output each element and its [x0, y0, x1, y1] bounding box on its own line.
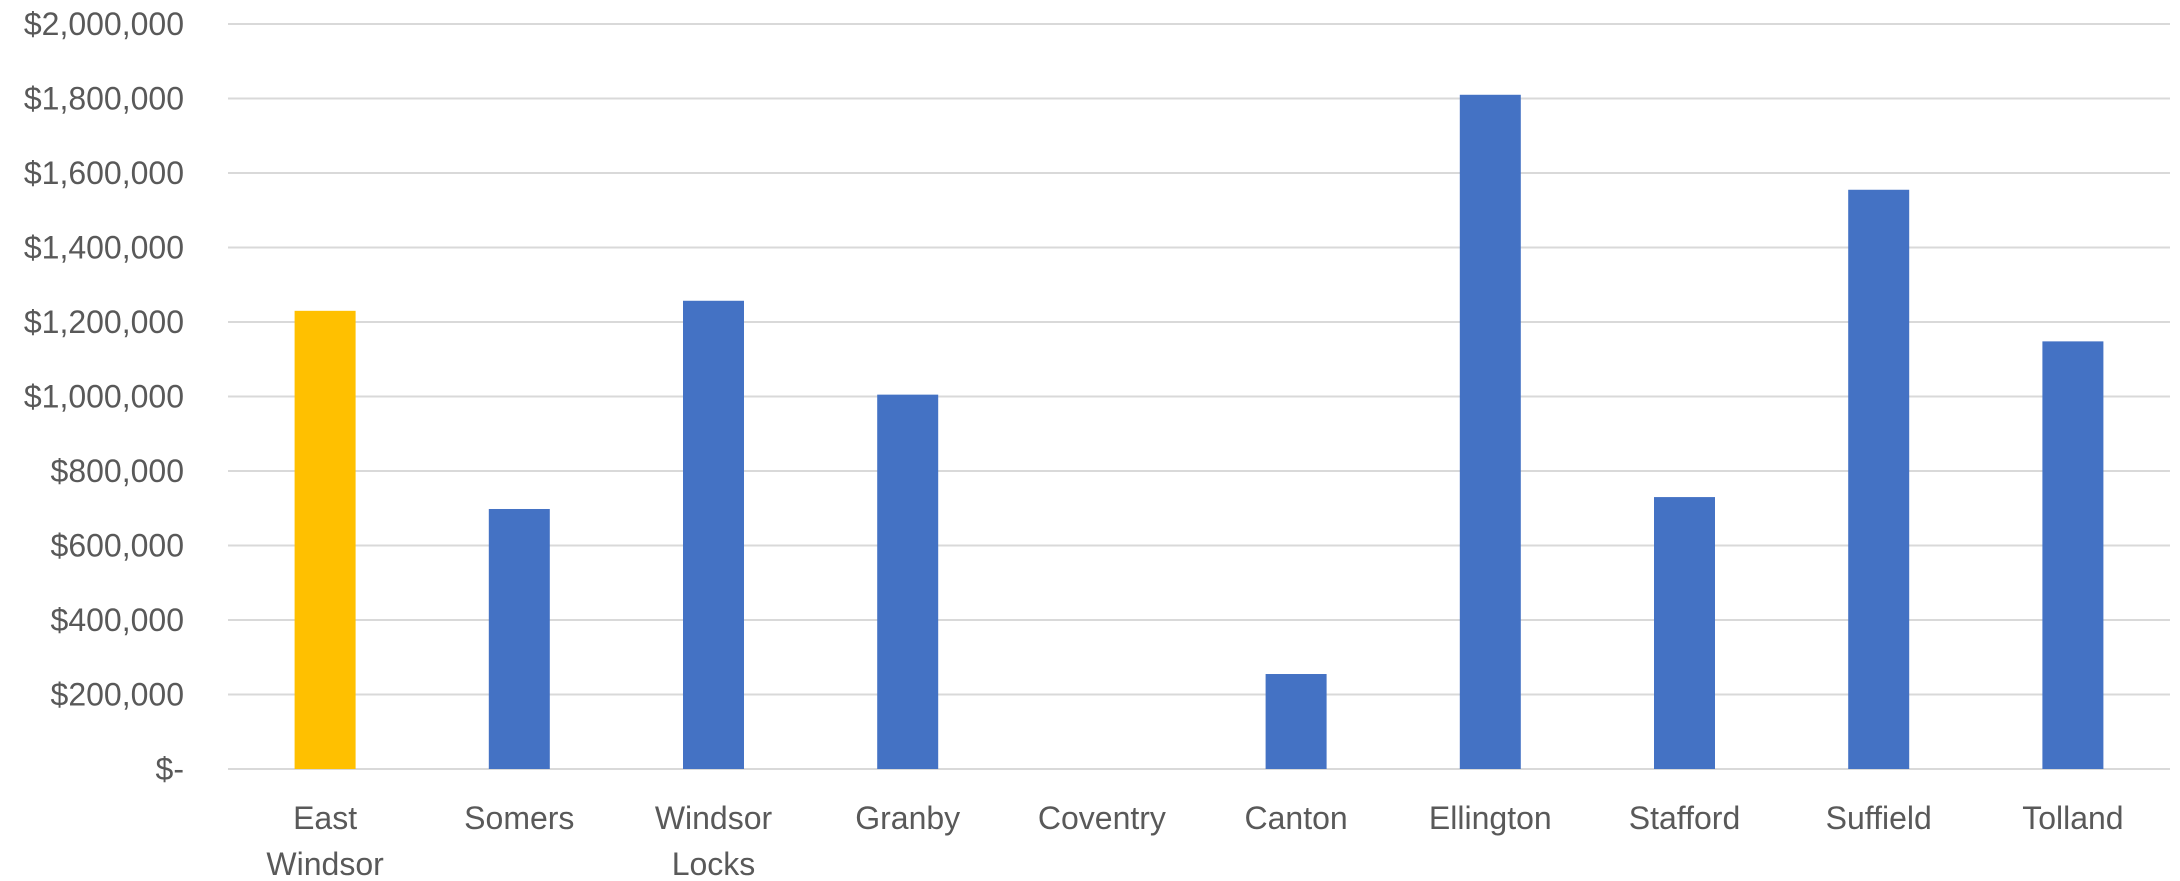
x-category-label-line: Ellington — [1429, 800, 1552, 836]
y-tick-label: $2,000,000 — [24, 6, 184, 42]
x-category-label: Suffield — [1826, 800, 1932, 836]
bar — [488, 508, 550, 769]
bar — [1848, 189, 1910, 769]
bar — [1654, 497, 1715, 769]
x-category-label: Granby — [855, 800, 960, 836]
y-tick-label: $1,800,000 — [24, 81, 184, 117]
y-tick-label: $1,200,000 — [24, 304, 184, 340]
x-category-label-line: East — [293, 800, 357, 836]
bars — [294, 94, 2104, 769]
bar — [683, 300, 744, 769]
gridlines — [228, 23, 2170, 770]
x-category-label-line: Canton — [1245, 800, 1348, 836]
y-tick-label: $400,000 — [51, 602, 184, 638]
x-category-label: East Windsor — [266, 800, 384, 881]
y-tick-label: $- — [156, 751, 184, 787]
bar — [1459, 94, 1521, 769]
x-category-label: Somers — [464, 800, 574, 836]
x-category-label-line: Coventry — [1038, 800, 1166, 836]
bar — [1265, 674, 1327, 769]
x-category-label: Ellington — [1429, 800, 1552, 836]
bar — [294, 310, 356, 769]
y-tick-label: $1,400,000 — [24, 230, 184, 266]
x-category-label: Canton — [1245, 800, 1348, 836]
x-category-label: Stafford — [1629, 800, 1740, 836]
x-category-label-line: Windsor — [655, 800, 773, 836]
bar — [877, 394, 939, 769]
x-category-label-line: Stafford — [1629, 800, 1740, 836]
y-tick-label: $200,000 — [51, 677, 184, 713]
x-category-label-line: Windsor — [266, 846, 384, 881]
bar — [2042, 341, 2104, 769]
x-axis-category-labels: East Windsor Somers Windsor Locks Granby Coven… — [266, 800, 2123, 881]
x-category-label-line: Tolland — [2022, 800, 2123, 836]
y-tick-label: $600,000 — [51, 528, 184, 564]
x-category-label: Coventry — [1038, 800, 1166, 836]
x-category-label-line: Locks — [672, 846, 756, 881]
x-category-label-line: Suffield — [1826, 800, 1932, 836]
y-tick-label: $800,000 — [51, 453, 184, 489]
x-category-label: Tolland — [2022, 800, 2123, 836]
x-category-label-line: Somers — [464, 800, 574, 836]
y-axis-tick-labels: $- $200,000 $400,000 $600,000 $800,000 $1,000… — [24, 6, 184, 787]
x-category-label: Windsor Locks — [655, 800, 773, 881]
y-tick-label: $1,000,000 — [24, 379, 184, 415]
x-category-label-line: Granby — [855, 800, 960, 836]
y-tick-label: $1,600,000 — [24, 155, 184, 191]
